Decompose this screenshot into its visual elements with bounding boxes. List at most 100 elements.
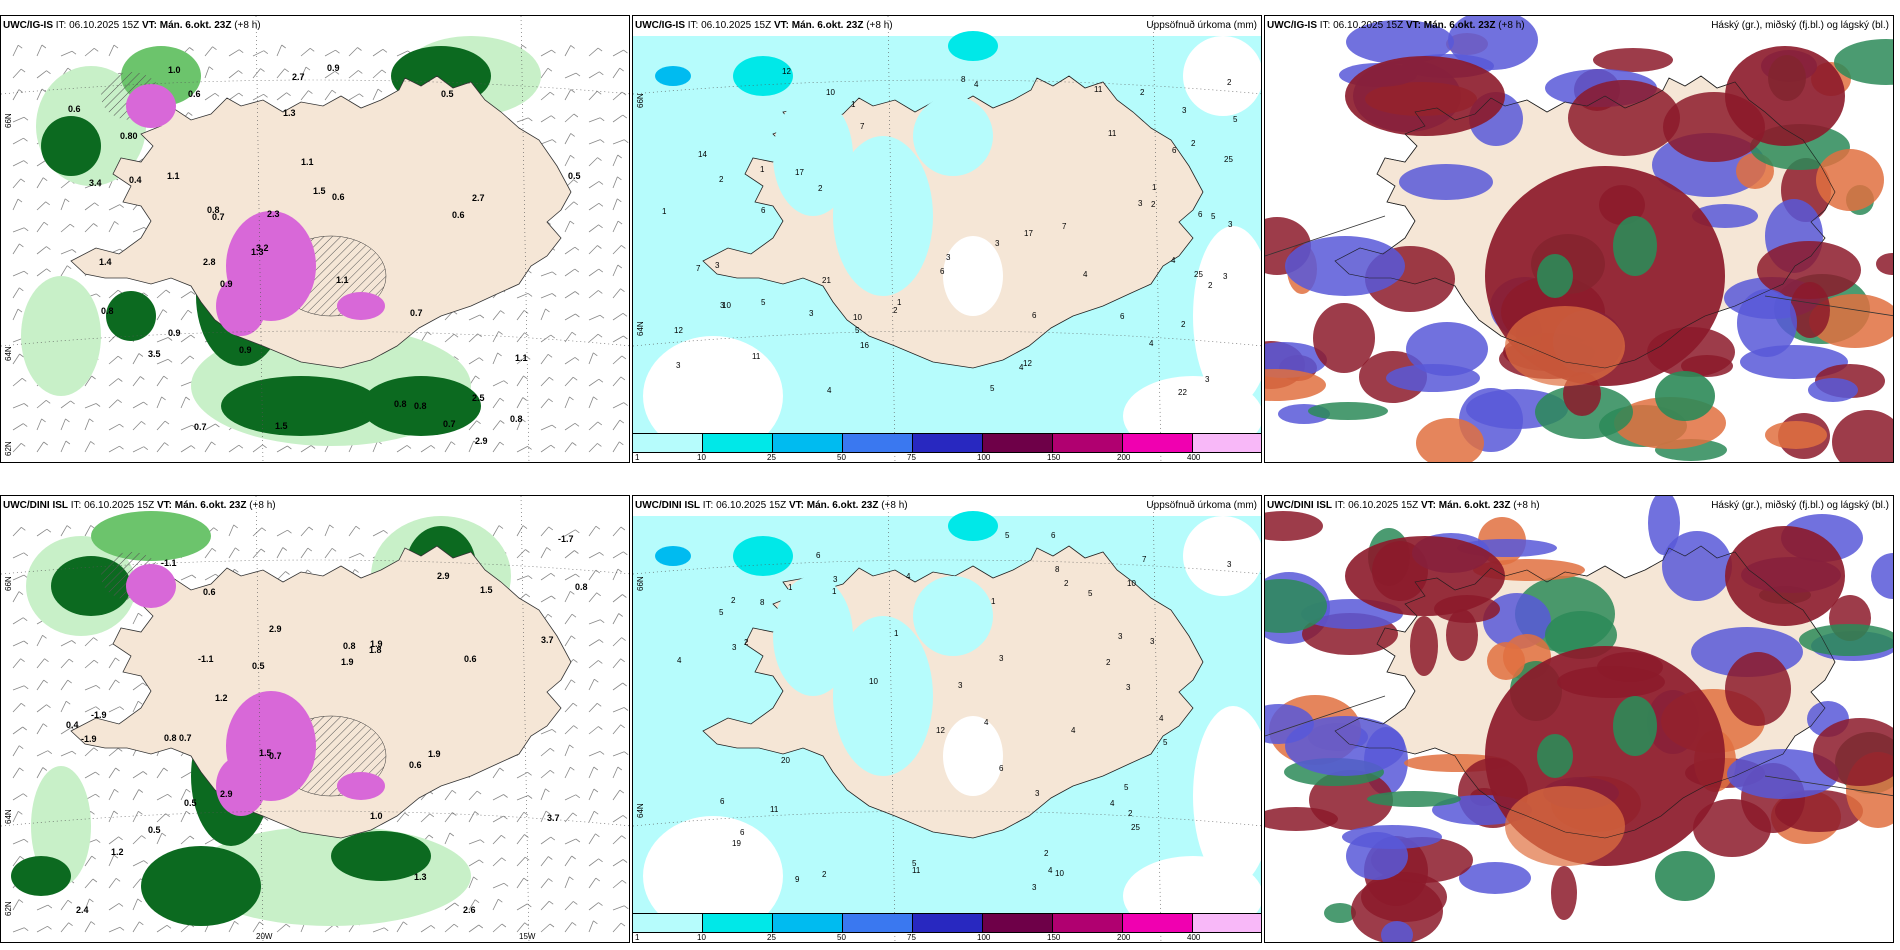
wind-barb <box>12 855 25 867</box>
wind-barb <box>84 418 94 431</box>
wind-barb <box>540 547 551 559</box>
wind-barb <box>108 445 124 453</box>
wind-barb <box>540 115 556 123</box>
value-label: 4 <box>974 80 979 89</box>
precip-area <box>1193 706 1261 886</box>
precip-area <box>1813 718 1893 786</box>
wind-barb <box>588 810 599 823</box>
value-label: 0.8 <box>510 414 523 424</box>
wind-barb <box>276 529 292 537</box>
wind-barb <box>36 904 53 911</box>
value-label: 3 <box>1126 683 1131 692</box>
value-label: 0.6 <box>409 760 422 770</box>
value-label: 3.4 <box>89 178 102 188</box>
lat-label: 62N <box>4 441 13 456</box>
wind-barb <box>612 49 628 57</box>
wind-barb <box>564 113 579 123</box>
colorbar-label: 200 <box>1117 933 1131 942</box>
wind-barb <box>180 835 195 845</box>
wind-barb <box>228 547 240 559</box>
value-label: 3 <box>715 261 720 270</box>
value-label: 2 <box>818 184 823 193</box>
wind-barb <box>540 293 557 299</box>
wind-barb <box>612 114 628 123</box>
wind-barb <box>564 679 576 691</box>
value-label: 2 <box>1106 658 1111 667</box>
wind-barb <box>468 811 480 823</box>
wind-barb <box>564 89 576 101</box>
wind-barb <box>612 176 622 189</box>
wind-barb <box>444 902 459 911</box>
value-label: 7 <box>696 264 701 273</box>
value-label: -1.7 <box>558 534 574 544</box>
precip-area <box>1871 553 1893 599</box>
colorbar-label: 400 <box>1187 933 1201 942</box>
wind-barb <box>84 525 95 537</box>
precip-area <box>1459 862 1531 894</box>
precip-area <box>943 716 1003 796</box>
value-label: 2 <box>1181 320 1186 329</box>
precip-area <box>948 511 998 541</box>
precip-area <box>1876 253 1893 275</box>
precip-area <box>331 831 431 881</box>
precip-area <box>1799 624 1893 656</box>
wind-barb <box>468 357 484 365</box>
wind-barb <box>612 245 626 255</box>
wind-barb <box>588 702 602 713</box>
wind-barb <box>36 177 48 189</box>
wind-barb <box>564 725 578 735</box>
colorbar-label: 10 <box>697 933 706 942</box>
precip-area <box>106 291 156 341</box>
value-label: 0.5 <box>148 825 161 835</box>
wind-barb <box>60 198 70 211</box>
precip-area <box>1345 536 1505 616</box>
value-label: 6 <box>1120 312 1125 321</box>
wind-barb <box>276 571 290 581</box>
precip-area <box>1727 749 1839 799</box>
wind-barb <box>156 358 173 365</box>
value-label: 1 <box>760 165 765 174</box>
value-label: 1.2 <box>111 847 124 857</box>
wind-barb <box>204 46 217 57</box>
wind-barb <box>12 442 26 453</box>
wind-barb <box>564 268 580 277</box>
lat-label: 66N <box>4 113 13 128</box>
iceland-land <box>70 545 572 839</box>
wind-barb <box>156 420 170 431</box>
wind-barb <box>156 396 166 409</box>
wind-barb <box>516 811 529 823</box>
value-label: 10 <box>869 677 878 686</box>
wind-barb <box>588 378 604 387</box>
wind-barb <box>276 44 286 57</box>
wind-barb <box>492 380 509 387</box>
wind-barb <box>60 223 75 233</box>
wind-barb <box>12 927 29 933</box>
value-label: 6 <box>1051 531 1056 540</box>
value-label: 0.7 <box>269 751 282 761</box>
wind-barb <box>396 921 408 933</box>
wind-barb <box>612 859 628 867</box>
wind-barb <box>396 812 410 823</box>
wind-barb <box>516 549 530 559</box>
colorbar-label: 100 <box>977 933 991 942</box>
wind-barb <box>132 898 142 911</box>
wind-barb <box>564 766 575 779</box>
graticule <box>1 496 629 942</box>
wind-barb <box>372 69 387 79</box>
wind-barb <box>492 525 504 537</box>
precip-area <box>913 96 993 176</box>
wind-barb <box>108 204 124 211</box>
panel-igis-clouds: UWC/IG-IS IT: 06.10.2025 15Z VT: Mán. 6.… <box>1264 15 1894 463</box>
wind-barb <box>36 767 48 779</box>
precip-area <box>216 756 266 816</box>
wind-barb <box>12 702 26 713</box>
wind-barb <box>612 707 629 713</box>
precip-area <box>733 56 793 96</box>
precip-area <box>655 66 691 86</box>
value-label: 2 <box>1140 88 1145 97</box>
wind-barb <box>12 745 24 757</box>
wind-barb <box>540 595 556 603</box>
wind-barb <box>12 308 23 321</box>
value-labels: 3.5 0.8 1.1 1.4 0.6 1.0 1.5 2.3 0.9 0.6 1.3 0.8 0.5 0… <box>68 63 581 446</box>
precip-area <box>126 564 176 608</box>
